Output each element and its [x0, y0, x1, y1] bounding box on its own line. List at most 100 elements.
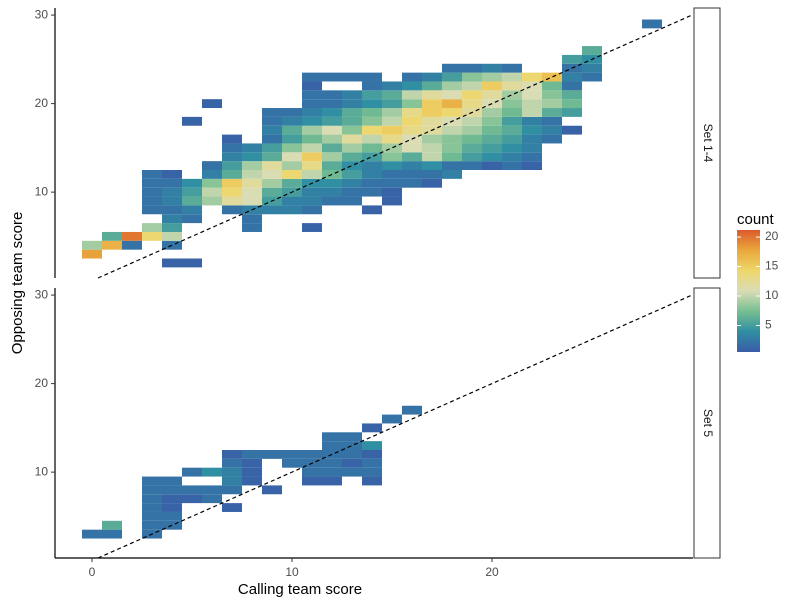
- tile: [242, 458, 262, 468]
- tile: [442, 72, 462, 82]
- tile: [322, 187, 342, 197]
- tile: [342, 108, 362, 117]
- tile: [482, 116, 502, 126]
- tile: [362, 441, 382, 450]
- tile: [402, 116, 422, 126]
- tile: [422, 72, 442, 82]
- tile: [242, 161, 262, 170]
- tile: [322, 72, 342, 82]
- facet-strip: [693, 287, 721, 559]
- tile: [502, 134, 522, 144]
- tile: [282, 161, 302, 170]
- tile: [522, 161, 542, 170]
- tile: [402, 178, 422, 188]
- tile: [242, 143, 262, 153]
- tile: [342, 72, 362, 82]
- tile: [442, 143, 462, 153]
- tile: [282, 134, 302, 144]
- tile: [322, 432, 342, 442]
- tile: [262, 161, 282, 170]
- tile: [422, 170, 442, 179]
- tile: [142, 511, 162, 521]
- tile: [542, 90, 562, 100]
- tile: [382, 116, 402, 126]
- tile: [182, 494, 202, 504]
- tile: [102, 529, 122, 539]
- tile: [342, 152, 362, 162]
- tile: [302, 476, 322, 486]
- tile: [322, 108, 342, 117]
- tile: [542, 99, 562, 109]
- tile: [142, 187, 162, 197]
- colorbar-tick-label: 5: [765, 318, 772, 332]
- tile: [162, 214, 182, 224]
- tile: [102, 240, 122, 250]
- tile: [342, 90, 362, 100]
- tile: [322, 134, 342, 144]
- tile: [382, 134, 402, 144]
- tile: [282, 196, 302, 206]
- tile: [382, 108, 402, 117]
- tile: [362, 108, 382, 117]
- tile: [462, 125, 482, 135]
- tile: [142, 205, 162, 215]
- tile: [442, 134, 462, 144]
- tile: [202, 485, 222, 495]
- tile: [202, 161, 222, 170]
- tile: [182, 467, 202, 477]
- tile: [162, 205, 182, 215]
- tile: [222, 134, 242, 144]
- tile: [502, 108, 522, 117]
- tile: [242, 178, 262, 188]
- y-tick-label: 30: [35, 287, 49, 301]
- tile: [142, 178, 162, 188]
- tile: [322, 196, 342, 206]
- tile: [162, 196, 182, 206]
- tile: [382, 187, 402, 197]
- tile: [222, 170, 242, 179]
- tile: [382, 152, 402, 162]
- tile: [482, 161, 502, 170]
- tile: [402, 90, 422, 100]
- tile: [402, 143, 422, 153]
- tile: [582, 72, 602, 82]
- tile: [422, 161, 442, 170]
- tile: [422, 90, 442, 100]
- tile: [182, 187, 202, 197]
- tile: [482, 134, 502, 144]
- tile: [182, 116, 202, 126]
- tile: [302, 187, 322, 197]
- tile: [242, 467, 262, 477]
- tile: [302, 196, 322, 206]
- tile: [482, 90, 502, 100]
- tile: [322, 152, 342, 162]
- tile: [302, 134, 322, 144]
- tile: [382, 178, 402, 188]
- tile: [402, 99, 422, 109]
- tile: [222, 458, 242, 468]
- tile: [402, 170, 422, 179]
- tile: [202, 196, 222, 206]
- tile: [262, 450, 282, 459]
- tile: [142, 520, 162, 530]
- colorbar-tick-label: 15: [765, 259, 779, 273]
- tile: [262, 187, 282, 197]
- tile: [322, 125, 342, 135]
- tile: [222, 178, 242, 188]
- facet-label: Set 5: [701, 409, 715, 437]
- tile: [262, 485, 282, 495]
- tile: [382, 99, 402, 109]
- tile: [222, 467, 242, 477]
- tile: [462, 99, 482, 109]
- colorbar-tick-label: 10: [765, 288, 779, 302]
- tile: [362, 187, 382, 197]
- y-tick-label: 10: [35, 184, 49, 198]
- tile: [542, 72, 562, 82]
- tile: [322, 476, 342, 486]
- tile: [342, 161, 362, 170]
- tile: [402, 405, 422, 415]
- tile: [522, 99, 542, 109]
- tile: [342, 441, 362, 450]
- tile: [362, 134, 382, 144]
